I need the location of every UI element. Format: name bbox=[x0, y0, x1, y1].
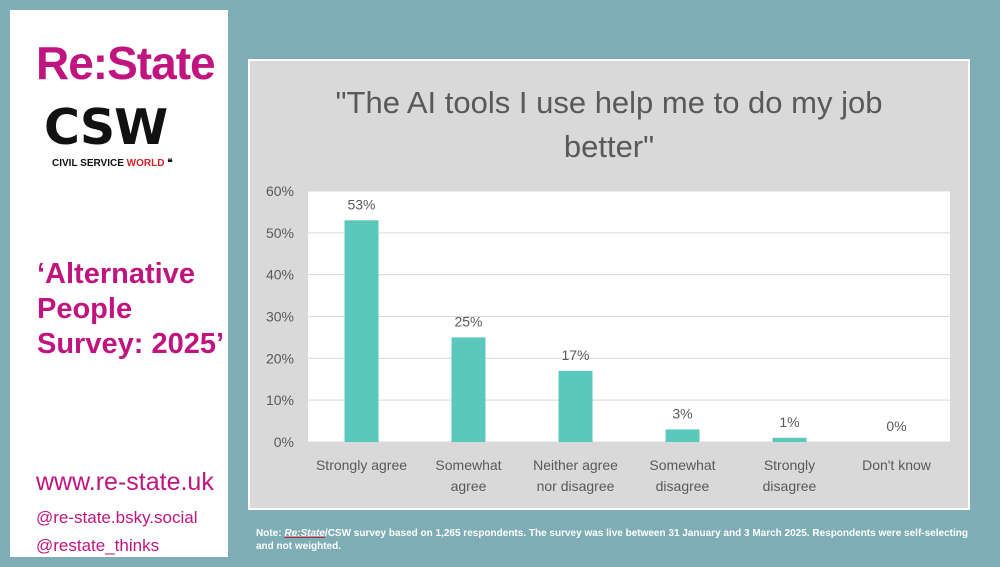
data-label: 53% bbox=[347, 196, 375, 212]
csw-logo-subtitle: CIVIL SERVICE WORLD ❝ bbox=[52, 158, 173, 169]
data-label: 17% bbox=[561, 347, 589, 363]
y-tick-label: 40% bbox=[266, 267, 294, 283]
x-handle[interactable]: @restate_thinks bbox=[36, 536, 160, 555]
restate-logo: Re:State bbox=[36, 37, 216, 89]
x-tick-label: Somewhat bbox=[435, 457, 501, 473]
y-tick-label: 60% bbox=[266, 183, 294, 199]
bar bbox=[665, 429, 700, 442]
note-text: /CSW survey based on 1,265 respondents. … bbox=[256, 528, 968, 552]
data-label: 25% bbox=[454, 313, 482, 329]
website-link[interactable]: www.re-state.uk bbox=[36, 468, 214, 496]
chart-title-line: "The AI tools I use help me to do my job bbox=[336, 85, 883, 120]
note-prefix: Note: bbox=[256, 528, 285, 539]
csw-sub-highlight: WORLD bbox=[126, 158, 165, 169]
x-tick-label: Somewhat bbox=[649, 457, 715, 473]
note-brand: Re:State bbox=[284, 528, 325, 539]
x-tick-label: agree bbox=[451, 478, 487, 494]
y-tick-label: 20% bbox=[266, 350, 294, 366]
bluesky-handle[interactable]: @re-state.bsky.social bbox=[36, 508, 198, 527]
survey-title-line: Survey: 2025’ bbox=[37, 328, 225, 360]
data-label: 0% bbox=[886, 418, 906, 434]
csw-sub-prefix: CIVIL SERVICE bbox=[52, 158, 127, 169]
x-tick-label: Strongly agree bbox=[316, 457, 407, 473]
data-label: 1% bbox=[779, 414, 799, 430]
survey-title-line: ‘Alternative bbox=[37, 258, 195, 290]
speech-bubble-icon: ❝ bbox=[167, 158, 173, 169]
y-tick-label: 0% bbox=[274, 434, 294, 450]
chart-panel: "The AI tools I use help me to do my job… bbox=[248, 59, 970, 510]
y-tick-label: 50% bbox=[266, 225, 294, 241]
data-label: 3% bbox=[672, 405, 692, 421]
x-tick-label: Don't know bbox=[862, 457, 932, 473]
survey-title: ‘Alternative People Survey: 2025’ bbox=[37, 257, 225, 362]
x-tick-label: Neither agree bbox=[533, 457, 618, 473]
x-tick-label: nor disagree bbox=[537, 478, 615, 494]
chart-title-line: better" bbox=[564, 129, 654, 164]
bar bbox=[344, 220, 379, 442]
y-tick-label: 10% bbox=[266, 392, 294, 408]
x-tick-label: disagree bbox=[763, 478, 817, 494]
bar-chart: "The AI tools I use help me to do my job… bbox=[266, 85, 950, 494]
bar bbox=[558, 370, 593, 442]
survey-title-line: People bbox=[37, 293, 133, 325]
survey-note: Note: Re:State/CSW survey based on 1,265… bbox=[256, 527, 976, 553]
csw-logo: CSW bbox=[44, 99, 168, 156]
sidebar: Re:State CSW CIVIL SERVICE WORLD ❝ ‘Alte… bbox=[10, 10, 228, 557]
bar bbox=[451, 337, 486, 442]
y-tick-label: 30% bbox=[266, 309, 294, 325]
bar bbox=[772, 437, 807, 442]
x-tick-label: Strongly bbox=[764, 457, 815, 473]
x-tick-label: disagree bbox=[656, 478, 710, 494]
